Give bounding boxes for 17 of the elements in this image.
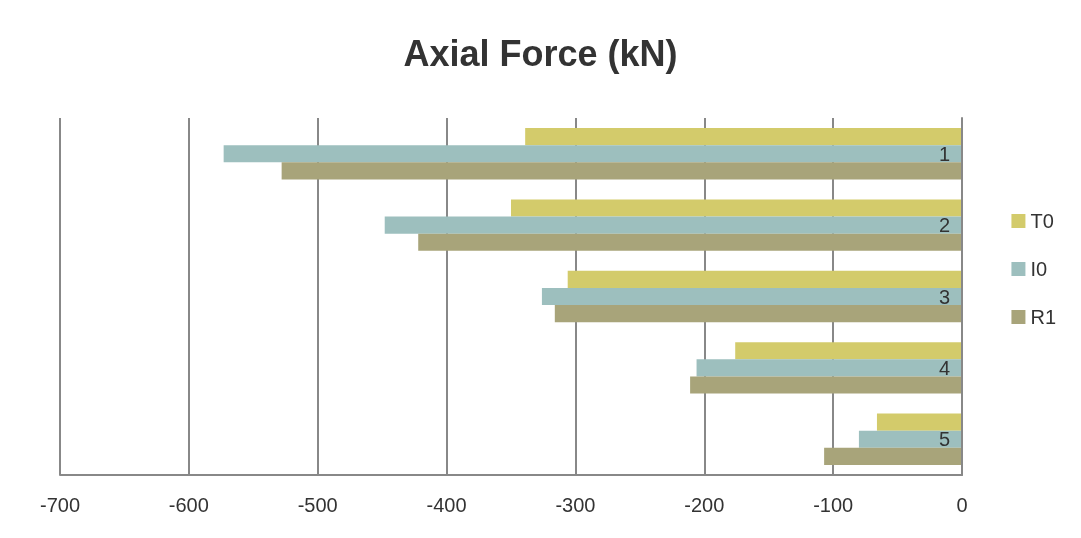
x-tick-label: -500 xyxy=(297,494,338,516)
y-tick-label: 1 xyxy=(938,142,950,165)
y-tick-label: 5 xyxy=(938,428,950,451)
y-tick-label: 4 xyxy=(938,356,950,379)
x-tick-label: -100 xyxy=(813,494,854,516)
legend-label: R1 xyxy=(1030,306,1057,328)
x-tick-label: -400 xyxy=(426,494,467,516)
x-tick-label: 0 xyxy=(956,494,968,516)
y-tick-label: 2 xyxy=(938,214,950,237)
x-tick-label: -300 xyxy=(555,494,596,516)
x-tick-label: -700 xyxy=(39,494,81,516)
chart-title: Axial Force (kN) xyxy=(403,32,678,74)
y-tick-label: 3 xyxy=(938,285,950,308)
x-tick-label: -200 xyxy=(684,494,725,516)
legend-label: T0 xyxy=(1030,210,1054,232)
x-tick-label: -600 xyxy=(168,494,209,516)
legend-label: I0 xyxy=(1030,258,1048,280)
